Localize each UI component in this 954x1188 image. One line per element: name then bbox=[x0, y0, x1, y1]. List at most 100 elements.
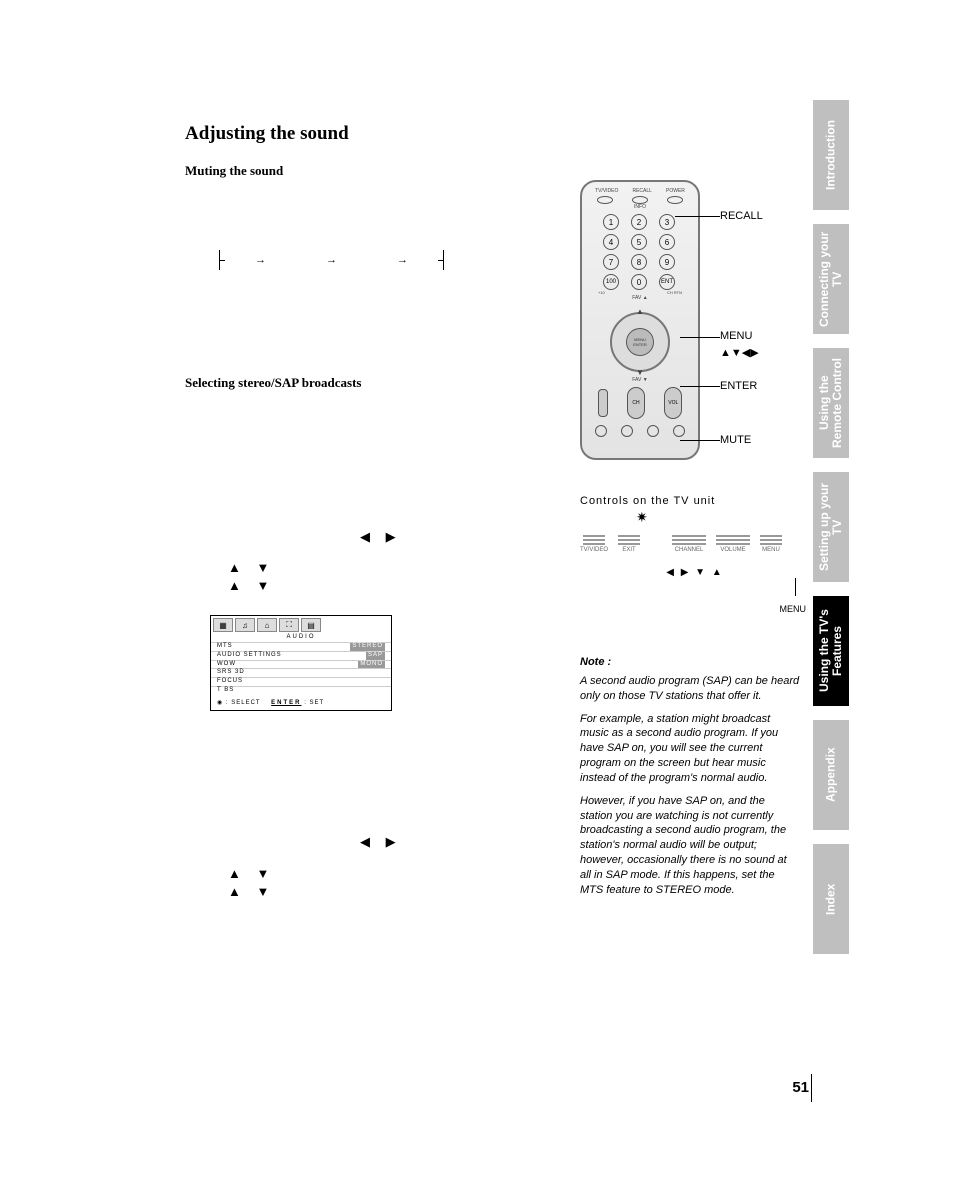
flow-diagram: → → → bbox=[219, 250, 444, 270]
menu-row: MTS STEREO bbox=[211, 642, 391, 651]
arrow-up-down-icon: ▲ ▼ bbox=[228, 884, 275, 899]
remote-illustration: TV/VIDEO RECALL POWER INFO 1 2 3 4 5 6 7… bbox=[580, 180, 780, 460]
menu-tab-icon: ▦ bbox=[213, 618, 233, 632]
tv-button-icon: CHANNEL bbox=[672, 535, 706, 553]
menu-footer-select: ◉ bbox=[217, 700, 223, 706]
callout-menu: MENU bbox=[720, 330, 752, 342]
menu-tab-icon: ▤ bbox=[301, 618, 321, 632]
remote-label: POWER bbox=[666, 188, 685, 194]
tv-button-icon: EXIT bbox=[618, 535, 640, 553]
menu-tab-icon: ⌂ bbox=[257, 618, 277, 632]
tv-button-label: EXIT bbox=[622, 547, 635, 553]
recall-button-icon bbox=[632, 196, 648, 204]
bottom-button-row bbox=[588, 425, 692, 437]
remote-label: CH RTN bbox=[667, 290, 682, 295]
tab-introduction: Introduction bbox=[813, 100, 849, 210]
tab-remote: Using the Remote Control bbox=[813, 348, 849, 458]
menu-enter-button-icon: MENU ENTER bbox=[626, 328, 654, 356]
arrow-icon: → bbox=[397, 254, 408, 266]
menu-row-label: AUDIO SETTINGS bbox=[217, 652, 282, 660]
callout-line bbox=[795, 578, 796, 596]
remote-label: +10 bbox=[598, 290, 605, 295]
tab-appendix: Appendix bbox=[813, 720, 849, 830]
menu-row-label: SRS 3D bbox=[217, 669, 245, 677]
num-button: 2 bbox=[631, 214, 647, 230]
menu-row: FOCUS bbox=[211, 677, 391, 686]
burst-icon: ✷ bbox=[636, 509, 648, 526]
note-paragraph: However, if you have SAP on, and the sta… bbox=[580, 794, 800, 898]
tv-arrow-legend: ◀ ▶ ▼ ▲ bbox=[580, 567, 810, 578]
tv-video-button-icon bbox=[597, 196, 613, 204]
heading-mute: Muting the sound bbox=[185, 163, 445, 179]
menu-row-label: T BS bbox=[217, 687, 234, 695]
arrow-up-down-icon: ▲ ▼ bbox=[228, 578, 275, 593]
tv-menu-label: MENU bbox=[580, 604, 810, 614]
menu-row: SRS 3D bbox=[211, 668, 391, 677]
tv-button-icon: VOLUME bbox=[716, 535, 750, 553]
menu-icon-row: ▦ ♫ ⌂ ⛶ ▤ bbox=[211, 616, 391, 632]
callout-recall: RECALL bbox=[720, 210, 763, 222]
numpad: 1 2 3 4 5 6 7 8 9 100 0 ENT bbox=[588, 214, 692, 290]
num-button: 3 bbox=[659, 214, 675, 230]
remote-label: TV/VIDEO bbox=[595, 188, 618, 194]
tab-index: Index bbox=[813, 844, 849, 954]
remote-body: TV/VIDEO RECALL POWER INFO 1 2 3 4 5 6 7… bbox=[580, 180, 700, 460]
power-button-icon bbox=[667, 196, 683, 204]
menu-row-label: MTS bbox=[217, 643, 233, 651]
page-number-rule bbox=[811, 1074, 849, 1102]
num-button: ENT bbox=[659, 274, 675, 290]
ch-vol-row: CH VOL bbox=[588, 387, 692, 419]
num-button: 1 bbox=[603, 214, 619, 230]
remote-label: RECALL bbox=[632, 188, 651, 194]
note-block: Note : A second audio program (SAP) can … bbox=[580, 655, 800, 906]
num-button: 6 bbox=[659, 234, 675, 250]
ch-rocker-icon: CH bbox=[627, 387, 645, 419]
small-button-icon bbox=[673, 425, 685, 437]
menu-row-value: STEREO bbox=[350, 643, 385, 651]
tv-button-label: CHANNEL bbox=[675, 547, 704, 553]
num-button: 5 bbox=[631, 234, 647, 250]
menu-row-label: FOCUS bbox=[217, 678, 243, 686]
num-button: 0 bbox=[631, 274, 647, 290]
callout-mute: MUTE bbox=[720, 434, 751, 446]
tv-controls-title: Controls on the TV unit bbox=[580, 495, 810, 507]
up-arrow-icon: ▲ bbox=[636, 307, 644, 316]
dpad: MENU ENTER ▲ ▼ bbox=[588, 307, 692, 377]
num-button: 4 bbox=[603, 234, 619, 250]
vol-rocker-icon: VOL bbox=[664, 387, 682, 419]
menu-footer-set: : SET bbox=[304, 700, 324, 706]
num-button: 9 bbox=[659, 254, 675, 270]
fav-down-label: FAV ▼ bbox=[588, 377, 692, 383]
callout-enter: ENTER bbox=[720, 380, 757, 392]
menu-row: WOW MONO bbox=[211, 660, 391, 669]
arrow-left-right-icon: ◀ ▶ bbox=[360, 834, 402, 850]
arrow-left-right-icon: ◀ ▶ bbox=[360, 529, 402, 545]
callout-line bbox=[680, 440, 720, 441]
note-paragraph: A second audio program (SAP) can be hear… bbox=[580, 674, 800, 704]
callout-line bbox=[680, 337, 720, 338]
tab-connecting: Connecting your TV bbox=[813, 224, 849, 334]
heading-sap: Selecting stereo/SAP broadcasts bbox=[185, 375, 445, 391]
side-tabs: Introduction Connecting your TV Using th… bbox=[813, 100, 849, 954]
menu-row-value: SAP bbox=[366, 652, 385, 660]
menu-title: AUDIO bbox=[211, 632, 391, 642]
menu-row: AUDIO SETTINGS SAP bbox=[211, 651, 391, 660]
tv-controls-diagram: Controls on the TV unit ✷ TV/VIDEO EXIT … bbox=[580, 495, 810, 614]
tv-button-label: VOLUME bbox=[720, 547, 745, 553]
note-header: Note : bbox=[580, 655, 800, 670]
menu-tab-icon: ⛶ bbox=[279, 618, 299, 632]
tv-button-label: TV/VIDEO bbox=[580, 547, 608, 553]
num-button: 100 bbox=[603, 274, 619, 290]
menu-tab-icon: ♫ bbox=[235, 618, 255, 632]
tab-features: Using the TV's Features bbox=[813, 596, 849, 706]
arrow-icon: → bbox=[255, 254, 266, 266]
small-button-icon bbox=[647, 425, 659, 437]
menu-footer: ◉ : SELECT ENTER : SET bbox=[211, 695, 391, 706]
menu-row-value: MONO bbox=[358, 661, 385, 669]
tab-setup: Setting up your TV bbox=[813, 472, 849, 582]
arrow-up-down-icon: ▲ ▼ bbox=[228, 560, 275, 575]
arrow-icon: → bbox=[326, 254, 337, 266]
small-button-icon bbox=[595, 425, 607, 437]
menu-row: T BS bbox=[211, 686, 391, 695]
down-arrow-icon: ▼ bbox=[636, 368, 644, 377]
